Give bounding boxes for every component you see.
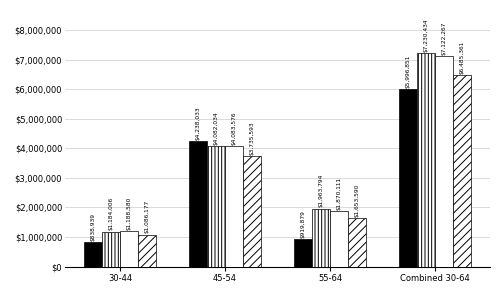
Text: $6,485,361: $6,485,361 (460, 40, 464, 74)
Text: $1,870,111: $1,870,111 (336, 177, 342, 210)
Text: $838,939: $838,939 (90, 213, 96, 241)
Bar (138, 235, 156, 267)
Bar (225, 146, 243, 267)
Bar (312, 208, 330, 267)
Bar (243, 156, 260, 267)
Text: $1,653,590: $1,653,590 (354, 183, 360, 217)
Bar (348, 218, 366, 267)
Bar (84, 242, 102, 267)
Text: $1,963,794: $1,963,794 (318, 174, 324, 207)
Bar (435, 56, 453, 267)
Bar (102, 231, 120, 267)
Text: $3,735,593: $3,735,593 (250, 121, 254, 155)
Bar (417, 53, 435, 267)
Text: $7,122,267: $7,122,267 (442, 21, 446, 55)
Bar (453, 75, 470, 267)
Bar (330, 211, 348, 267)
Bar (400, 89, 417, 267)
Text: $919,879: $919,879 (300, 210, 306, 238)
Text: $4,238,033: $4,238,033 (196, 106, 200, 140)
Bar (294, 239, 312, 267)
Text: $1,188,580: $1,188,580 (126, 197, 132, 230)
Text: $4,083,576: $4,083,576 (232, 111, 236, 145)
Text: $1,184,006: $1,184,006 (108, 197, 114, 230)
Text: $4,082,034: $4,082,034 (214, 111, 218, 145)
Text: $5,996,851: $5,996,851 (406, 55, 410, 88)
Text: $7,230,434: $7,230,434 (424, 18, 428, 52)
Bar (190, 141, 207, 267)
Bar (207, 146, 225, 267)
Bar (120, 231, 138, 267)
Text: $1,086,177: $1,086,177 (144, 200, 150, 233)
